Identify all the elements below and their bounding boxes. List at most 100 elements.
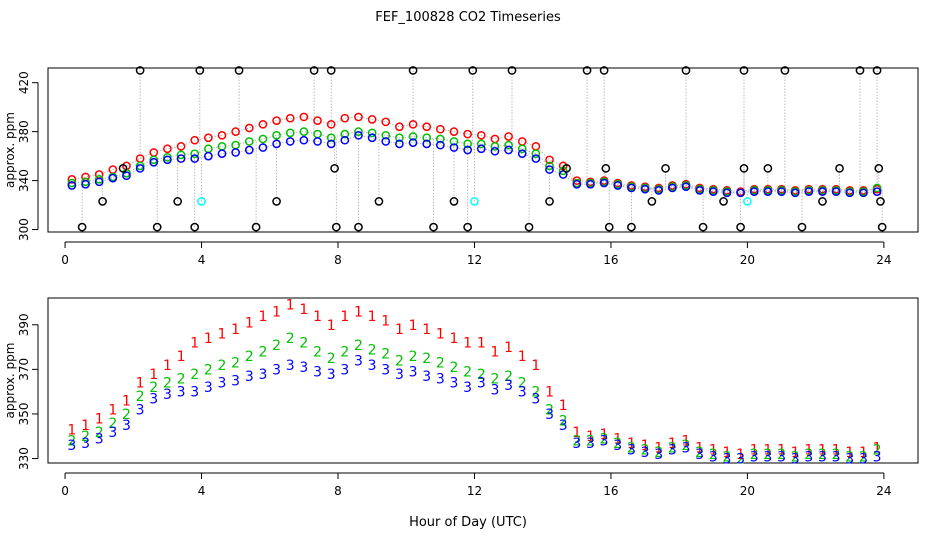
y-tick-label: 420: [17, 71, 31, 94]
flagged-point: [251, 222, 261, 232]
x-tick-label: 20: [740, 253, 755, 267]
data-point-series-3: [340, 135, 350, 145]
data-point-series-2: 2: [190, 367, 199, 383]
data-point-series-1: 1: [436, 327, 445, 343]
data-point-series-2: 2: [395, 353, 404, 369]
data-point-series-3: 3: [477, 376, 486, 392]
data-point-series-3: 3: [149, 391, 158, 407]
data-point-series-2: 2: [177, 371, 186, 387]
data-point-series-3: [204, 151, 213, 161]
flagged-point: [818, 197, 827, 206]
data-point-series-1: 1: [586, 429, 595, 445]
plot-frame: [47, 67, 919, 233]
data-point-series-1: 1: [695, 440, 704, 456]
data-point-series-1: 1: [299, 302, 308, 318]
data-point-series-1: [326, 119, 336, 129]
flagged-point: [354, 222, 363, 232]
data-point-series-3: 3: [531, 391, 540, 407]
data-point-series-1: [490, 134, 500, 144]
data-point-series-2: 2: [409, 349, 418, 365]
data-point-series-2: 2: [695, 445, 704, 461]
flagged-point: [77, 222, 87, 232]
data-point-series-3: 3: [218, 376, 227, 392]
data-point-series-1: 1: [627, 436, 636, 452]
data-point-series-3: 3: [613, 438, 622, 454]
data-point-series-3: 3: [463, 380, 472, 396]
flagged-point: [173, 197, 182, 206]
data-point-series-1: [436, 124, 445, 134]
flagged-point: [468, 66, 478, 75]
data-point-series-1: 1: [845, 445, 854, 461]
data-point-series-2: [531, 149, 541, 159]
flagged-point: [876, 197, 885, 206]
data-point-series-2: 2: [845, 449, 854, 465]
data-point-series-1: [313, 116, 322, 125]
data-point-series-2: 2: [313, 345, 322, 361]
data-point-series-2: [422, 133, 432, 143]
data-point-series-3: 3: [436, 371, 445, 387]
data-point-series-3: [831, 187, 841, 196]
data-point-series-2: [449, 137, 459, 146]
data-point-series-2: 2: [668, 440, 677, 456]
data-point-series-3: [94, 177, 104, 187]
data-point-series-3: 3: [572, 436, 581, 452]
data-point-series-3: [231, 148, 240, 157]
data-point-series-2: [436, 134, 445, 144]
flagged-point: [872, 66, 882, 75]
flagged-point: [190, 222, 200, 232]
data-point-series-1: 1: [654, 440, 663, 456]
data-point-series-2: [176, 150, 186, 160]
flagged-point: [743, 197, 752, 206]
flagged-point: [195, 66, 205, 75]
data-point-series-1: [67, 175, 77, 184]
data-point-series-3: 3: [395, 367, 404, 383]
data-point-series-2: 2: [258, 345, 267, 361]
flagged-point: [739, 164, 749, 173]
data-point-series-3: 3: [450, 376, 459, 392]
data-point-series-1: [340, 113, 350, 123]
data-point-series-3: 3: [600, 434, 609, 450]
data-point-series-1: [285, 113, 295, 123]
data-point-series-3: [722, 188, 732, 198]
data-point-series-3: [436, 140, 445, 150]
data-point-series-3: [476, 144, 486, 154]
data-point-series-3: [122, 171, 131, 181]
data-point-series-3: [872, 187, 882, 196]
data-point-series-1: 1: [490, 345, 499, 361]
data-point-series-3: 3: [95, 431, 104, 447]
data-point-series-3: 3: [695, 447, 704, 463]
flagged-point: [601, 164, 611, 173]
data-point-series-1: 1: [463, 336, 472, 352]
data-point-series-2: 2: [750, 447, 759, 463]
data-point-series-2: [517, 144, 527, 154]
data-point-series-3: [777, 187, 786, 196]
data-point-series-3: [668, 183, 677, 193]
flagged-point: [507, 66, 517, 75]
data-point-series-1: [176, 141, 186, 151]
data-point-series-3: [367, 133, 377, 143]
data-point-series-2: [299, 127, 309, 136]
data-point-series-3: [763, 187, 773, 196]
data-point-series-3: 3: [245, 369, 254, 385]
data-point-series-3: 3: [736, 452, 745, 468]
flagged-point: [797, 222, 807, 232]
flagged-point: [739, 66, 749, 75]
data-point-series-1: 1: [531, 358, 540, 374]
data-point-series-1: 1: [122, 394, 131, 410]
data-point-series-2: 2: [218, 358, 227, 374]
data-point-series-3: [845, 188, 855, 198]
flagged-point: [331, 222, 341, 232]
data-point-series-3: 3: [299, 360, 308, 376]
data-point-series-3: [531, 154, 541, 163]
data-point-series-3: [108, 173, 118, 183]
data-point-series-2: [326, 133, 336, 143]
flagged-point: [272, 197, 281, 206]
data-point-series-1: [244, 123, 254, 133]
data-point-series-1: 1: [832, 443, 841, 459]
data-point-series-3: 3: [313, 365, 322, 381]
data-point-series-1: [299, 112, 309, 122]
data-point-series-3: 3: [859, 452, 868, 468]
data-point-series-2: [490, 141, 500, 151]
